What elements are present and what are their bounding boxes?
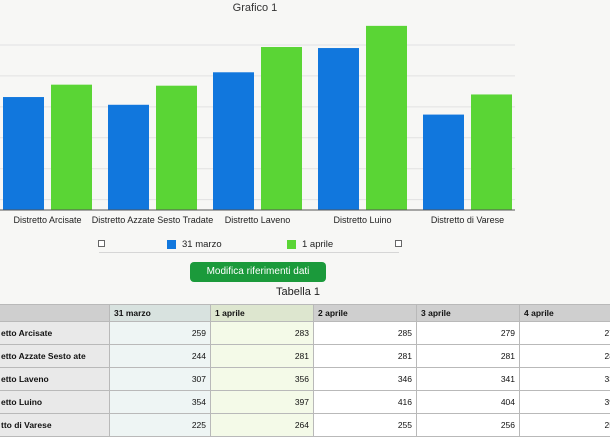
table-cell[interactable]: 346 <box>314 368 417 391</box>
table-row: tto di Varese 225 264 255 256 25 <box>0 414 610 437</box>
row-header[interactable]: etto Luino <box>0 391 110 414</box>
chart-bar[interactable] <box>51 85 92 210</box>
table-corner-cell[interactable] <box>0 305 110 322</box>
table-cell[interactable]: 354 <box>110 391 211 414</box>
table-cell[interactable]: 225 <box>110 414 211 437</box>
x-tick-label: Distretto di Varese <box>431 215 504 225</box>
table-cell[interactable]: 307 <box>110 368 211 391</box>
table-cell[interactable]: 33 <box>520 368 610 391</box>
x-tick-label: Distretto Arcisate <box>13 215 81 225</box>
chart-bar[interactable] <box>471 94 512 210</box>
chart-bar[interactable] <box>3 97 44 210</box>
column-header[interactable]: 2 aprile <box>314 305 417 322</box>
legend-label-series-2: 1 aprile <box>302 239 333 250</box>
table-cell[interactable]: 285 <box>314 322 417 345</box>
bar-chart[interactable]: Distretto Arcisate Distretto Azzate Sesto… <box>0 0 610 236</box>
table-cell[interactable]: 404 <box>417 391 520 414</box>
table-row: etto Laveno 307 356 346 341 33 <box>0 368 610 391</box>
legend-swatch-series-1 <box>167 240 176 249</box>
table-cell[interactable]: 259 <box>110 322 211 345</box>
chart-bar[interactable] <box>213 72 254 210</box>
chart-bar[interactable] <box>261 47 302 210</box>
column-header[interactable]: 4 aprile <box>520 305 610 322</box>
table-cell[interactable]: 244 <box>110 345 211 368</box>
table-cell[interactable]: 279 <box>417 322 520 345</box>
column-header[interactable]: 1 aprile <box>211 305 314 322</box>
table-cell[interactable]: 281 <box>314 345 417 368</box>
table-row: etto Luino 354 397 416 404 39 <box>0 391 610 414</box>
table-cell[interactable]: 255 <box>314 414 417 437</box>
table-row: etto Arcisate 259 283 285 279 27 <box>0 322 610 345</box>
x-tick-label: Distretto Luino <box>333 215 391 225</box>
x-tick-label: Distretto Azzate Sesto Tradate <box>92 215 214 225</box>
row-header[interactable]: etto Azzate Sesto ate <box>0 345 110 368</box>
table-cell[interactable]: 281 <box>417 345 520 368</box>
column-header[interactable]: 3 aprile <box>417 305 520 322</box>
edit-data-references-button[interactable]: Modifica riferimenti dati <box>190 262 326 282</box>
table-header-row: 31 marzo 1 aprile 2 aprile 3 aprile 4 ap… <box>0 305 610 322</box>
table-cell[interactable]: 256 <box>417 414 520 437</box>
chart-bar[interactable] <box>156 86 197 210</box>
row-header[interactable]: etto Laveno <box>0 368 110 391</box>
table-cell[interactable]: 397 <box>211 391 314 414</box>
legend-label-series-1: 31 marzo <box>182 239 222 250</box>
row-header[interactable]: tto di Varese <box>0 414 110 437</box>
chart-bar[interactable] <box>108 105 149 210</box>
table-cell[interactable]: 281 <box>211 345 314 368</box>
x-tick-label: Distretto Laveno <box>225 215 291 225</box>
table-row: etto Azzate Sesto ate 244 281 281 281 28 <box>0 345 610 368</box>
row-header[interactable]: etto Arcisate <box>0 322 110 345</box>
table-cell[interactable]: 28 <box>520 345 610 368</box>
legend-swatch-series-2 <box>287 240 296 249</box>
chart-bar[interactable] <box>366 26 407 210</box>
table-cell[interactable]: 264 <box>211 414 314 437</box>
chart-legend[interactable]: 31 marzo 1 aprile <box>99 238 399 253</box>
table-cell[interactable]: 416 <box>314 391 417 414</box>
legend-resize-handle-right[interactable] <box>395 240 402 247</box>
chart-bar[interactable] <box>423 115 464 210</box>
table-cell[interactable]: 27 <box>520 322 610 345</box>
table-title: Tabella 1 <box>276 286 320 298</box>
legend-resize-handle-left[interactable] <box>98 240 105 247</box>
table-cell[interactable]: 341 <box>417 368 520 391</box>
chart-bar[interactable] <box>318 48 359 210</box>
table-cell[interactable]: 283 <box>211 322 314 345</box>
column-header[interactable]: 31 marzo <box>110 305 211 322</box>
table-cell[interactable]: 39 <box>520 391 610 414</box>
table-cell[interactable]: 25 <box>520 414 610 437</box>
table-cell[interactable]: 356 <box>211 368 314 391</box>
data-table[interactable]: 31 marzo 1 aprile 2 aprile 3 aprile 4 ap… <box>0 304 610 437</box>
